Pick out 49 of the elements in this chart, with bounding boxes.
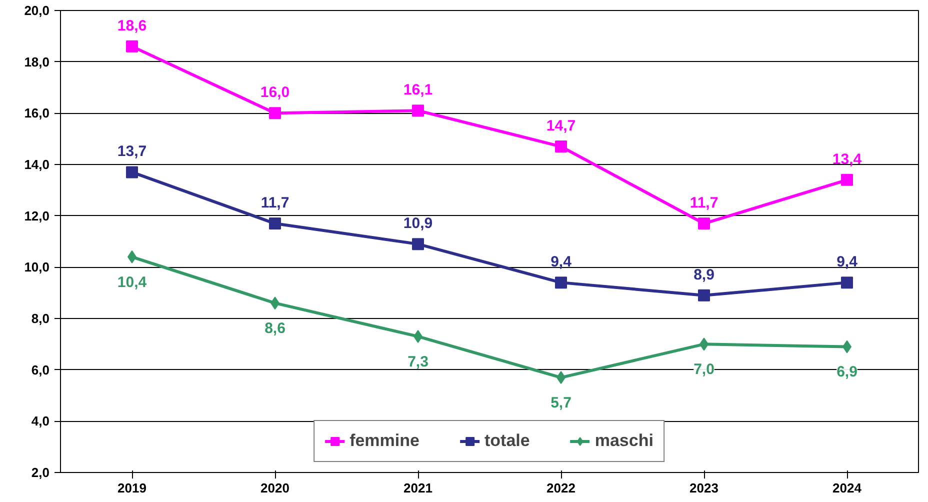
data-label: 14,7 [546, 118, 576, 135]
y-tick-label: 6,0 [31, 362, 50, 378]
y-tick-label: 2,0 [31, 465, 50, 480]
y-tick-label: 16,0 [24, 106, 50, 121]
x-tick-label: 2020 [260, 480, 290, 496]
data-label: 13,7 [117, 143, 147, 160]
data-label: 18,6 [117, 17, 147, 34]
legend-label: femmine [350, 431, 420, 451]
data-label: 6,9 [836, 364, 858, 381]
data-label: 16,0 [260, 84, 290, 102]
x-tick-label: 2024 [832, 480, 862, 496]
x-tick-label: 2023 [690, 480, 718, 496]
point [412, 104, 424, 117]
data-label: 9,4 [836, 254, 858, 271]
data-label: 10,9 [403, 215, 433, 232]
point [269, 218, 281, 230]
point [412, 238, 424, 250]
data-label: 8,9 [694, 266, 714, 284]
legend-label: maschi [594, 431, 654, 451]
point [841, 276, 853, 289]
data-label: 16,1 [403, 82, 433, 99]
point [126, 40, 138, 52]
data-label: 13,4 [832, 150, 862, 168]
point [269, 107, 281, 120]
data-label: 9,4 [550, 254, 572, 271]
data-label: 7,3 [408, 353, 428, 370]
data-label: 8,6 [264, 320, 286, 338]
point [555, 276, 567, 289]
x-tick-label: 2019 [118, 480, 146, 496]
y-tick-label: 18,0 [24, 54, 50, 70]
y-tick-label: 20,0 [24, 3, 50, 18]
point [126, 166, 138, 178]
y-tick-label: 14,0 [24, 157, 50, 172]
legend-label: totale [484, 431, 530, 451]
point [841, 174, 853, 186]
data-label: 10,4 [117, 274, 148, 291]
data-label: 5,7 [550, 394, 572, 412]
x-tick-label: 2021 [404, 480, 432, 496]
y-tick-label: 12,0 [24, 208, 50, 224]
y-tick-label: 10,0 [24, 260, 50, 275]
data-label: 7,0 [694, 361, 714, 378]
y-tick-label: 8,0 [31, 311, 50, 326]
data-label: 11,7 [260, 194, 290, 212]
y-tick-label: 4,0 [31, 414, 50, 429]
point [698, 218, 710, 230]
x-tick-label: 2022 [546, 480, 576, 496]
point [555, 140, 567, 153]
data-label: 11,7 [690, 194, 718, 212]
point [698, 289, 710, 302]
